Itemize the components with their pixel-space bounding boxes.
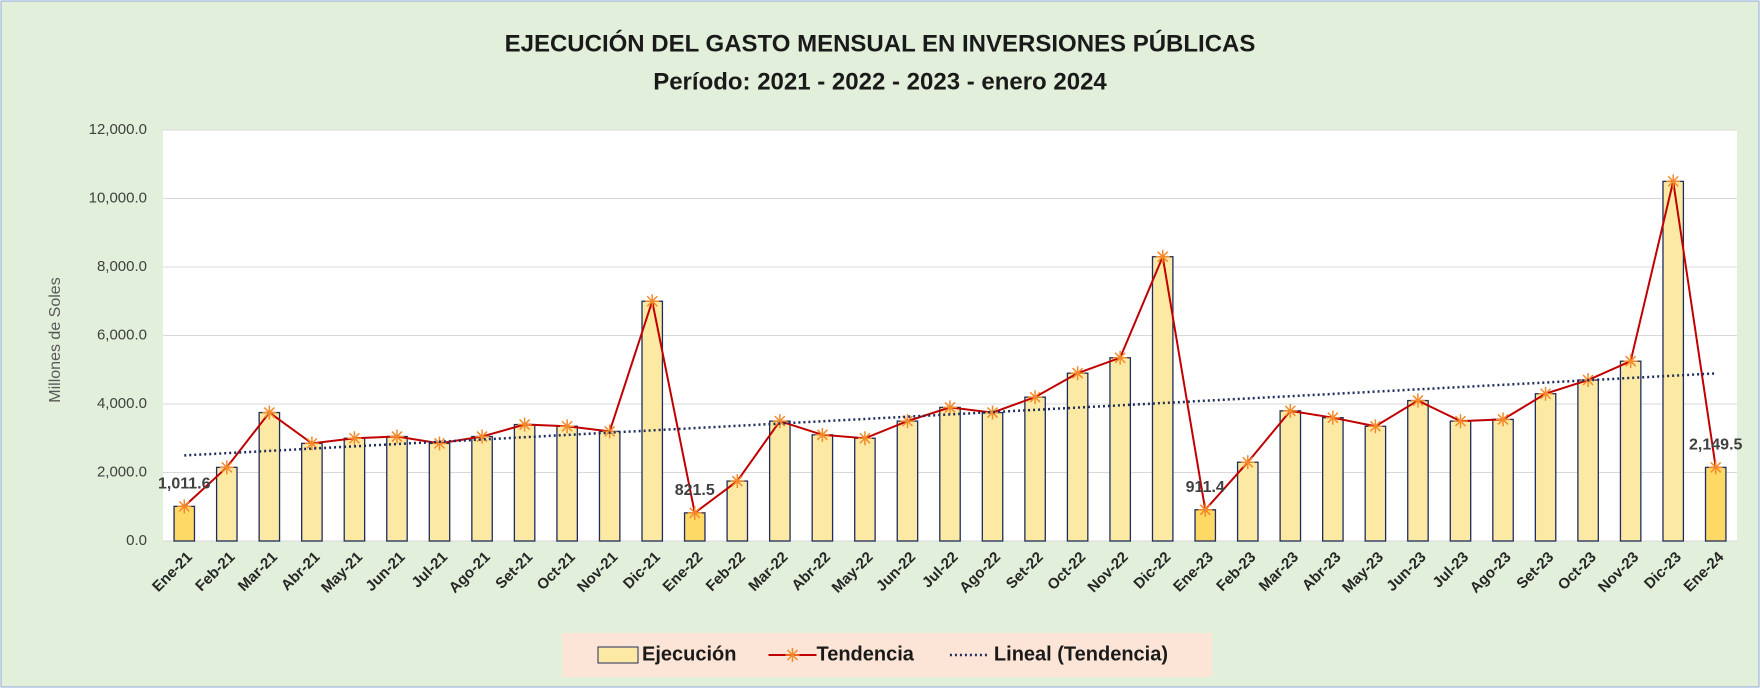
marker xyxy=(772,414,787,429)
marker xyxy=(1325,410,1340,425)
bar xyxy=(1449,420,1472,542)
y-tick-label: 6,000.0 xyxy=(97,326,147,343)
marker xyxy=(560,419,575,434)
marker xyxy=(985,405,1000,420)
marker xyxy=(1496,412,1511,427)
bar xyxy=(343,437,366,542)
bar xyxy=(896,420,919,542)
bar xyxy=(981,411,1004,542)
bar xyxy=(513,423,536,542)
bar xyxy=(1236,461,1259,542)
bar xyxy=(258,411,281,542)
marker xyxy=(347,431,362,446)
marker xyxy=(517,417,532,432)
y-tick-label: 10,000.0 xyxy=(89,189,147,206)
marker xyxy=(1666,174,1681,189)
marker xyxy=(1283,403,1298,418)
y-tick-label: 12,000.0 xyxy=(89,121,147,138)
marker xyxy=(1453,414,1468,429)
marker xyxy=(1538,386,1553,401)
chart-title: EJECUCIÓN DEL GASTO MENSUAL EN INVERSION… xyxy=(505,29,1256,57)
marker xyxy=(1070,366,1085,381)
legend-label: Ejecución xyxy=(642,643,736,665)
bar xyxy=(1322,417,1344,542)
marker xyxy=(262,405,277,420)
bar xyxy=(1109,357,1132,542)
marker xyxy=(943,400,957,415)
marker xyxy=(1240,455,1255,470)
y-tick-label: 8,000.0 xyxy=(97,258,147,275)
y-tick-label: 4,000.0 xyxy=(97,395,147,412)
data-label: 1,011.6 xyxy=(158,476,211,493)
bar xyxy=(428,442,451,542)
bar xyxy=(1279,410,1302,542)
marker xyxy=(815,427,830,442)
chart-subtitle: Período: 2021 - 2022 - 2023 - enero 2024 xyxy=(653,68,1107,95)
trend-line xyxy=(184,372,1716,457)
marker xyxy=(1198,502,1213,517)
bar xyxy=(301,442,323,542)
marker xyxy=(900,414,915,429)
y-axis-label: Millones de Soles xyxy=(47,277,64,402)
marker xyxy=(857,431,872,446)
marker xyxy=(389,429,404,444)
data-label: 911.4 xyxy=(1186,479,1225,496)
bar xyxy=(1066,372,1089,542)
legend-label: Lineal (Tendencia) xyxy=(994,643,1168,665)
marker xyxy=(1113,350,1128,365)
marker xyxy=(1368,419,1383,434)
bar xyxy=(598,430,621,542)
legend xyxy=(562,633,1212,677)
legend-marker xyxy=(785,648,800,662)
legend-swatch xyxy=(597,646,639,664)
bar xyxy=(1704,466,1727,542)
marker xyxy=(1155,249,1170,264)
marker xyxy=(1028,390,1043,405)
marker xyxy=(304,436,319,451)
bar xyxy=(1492,418,1514,542)
bar xyxy=(1534,393,1557,542)
bar xyxy=(1619,360,1642,542)
marker xyxy=(432,436,447,451)
bar xyxy=(386,435,408,542)
marker xyxy=(475,429,490,444)
marker xyxy=(177,499,192,514)
data-label: 2,149.5 xyxy=(1689,437,1742,454)
marker xyxy=(1708,460,1723,475)
y-tick-label: 2,000.0 xyxy=(97,463,147,480)
marker xyxy=(1623,354,1638,369)
marker xyxy=(1410,393,1425,408)
marker xyxy=(730,474,745,489)
marker xyxy=(645,294,660,309)
data-label: 821.5 xyxy=(675,482,715,499)
bar xyxy=(811,434,834,542)
bar xyxy=(1407,399,1429,542)
bar xyxy=(854,437,876,542)
marker xyxy=(219,460,234,475)
bar xyxy=(1024,396,1046,542)
bar xyxy=(939,406,961,542)
bar xyxy=(556,425,578,542)
bar xyxy=(726,480,749,542)
bar xyxy=(471,435,493,542)
bar xyxy=(215,466,238,542)
bar xyxy=(1364,425,1387,542)
y-tick-label: 0.0 xyxy=(126,532,147,549)
bar xyxy=(1577,379,1599,542)
bar xyxy=(768,420,791,542)
marker xyxy=(687,505,702,520)
legend-label: Tendencia xyxy=(816,643,914,665)
